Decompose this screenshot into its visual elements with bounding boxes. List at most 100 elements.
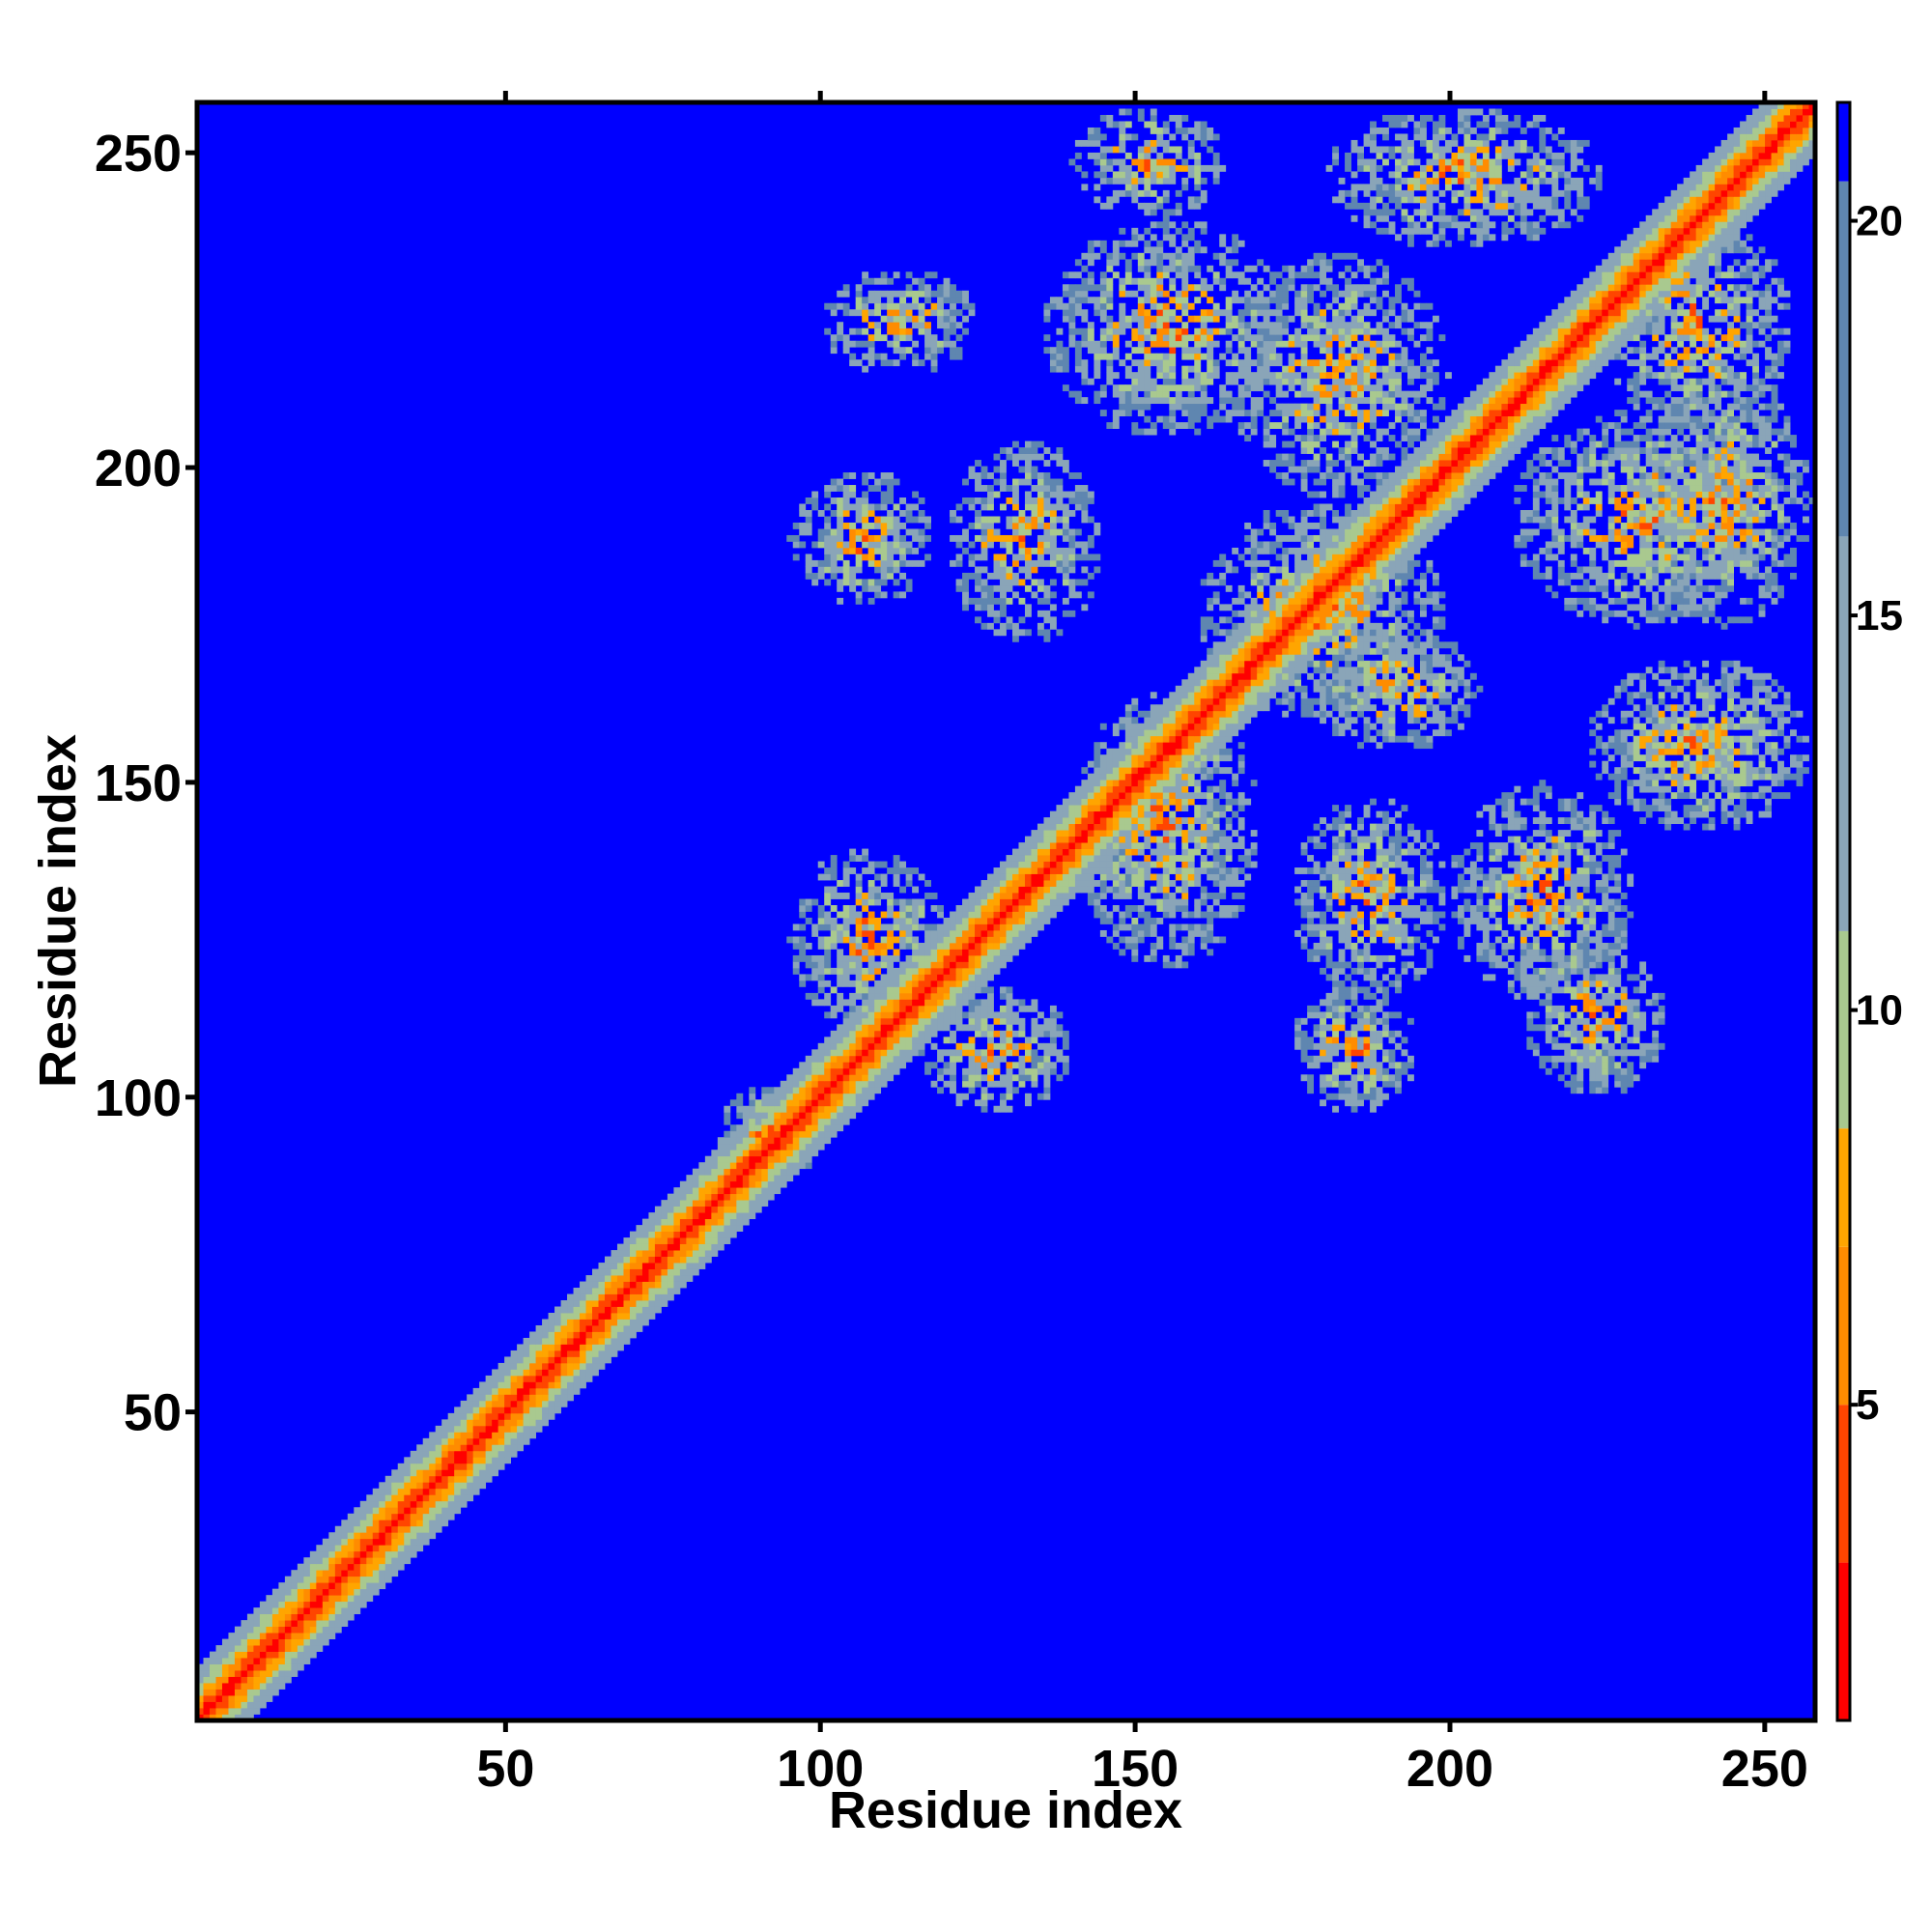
heatmap-cell xyxy=(754,1155,762,1163)
heatmap-cell xyxy=(246,1651,254,1659)
heatmap-cell xyxy=(1137,848,1145,856)
heatmap-cell xyxy=(661,1268,668,1276)
heatmap-cell xyxy=(1595,929,1603,937)
heatmap-cell xyxy=(1633,1049,1640,1057)
heatmap-cell xyxy=(1124,785,1132,793)
heatmap-cell xyxy=(1056,898,1064,906)
heatmap-cell xyxy=(379,1550,386,1558)
heatmap-cell xyxy=(1363,1062,1371,1069)
heatmap-cell xyxy=(980,1087,988,1094)
heatmap-cell xyxy=(1219,936,1227,944)
heatmap-cell xyxy=(1520,893,1527,899)
heatmap-cell xyxy=(554,1356,561,1364)
heatmap-cell xyxy=(447,1437,455,1445)
heatmap-cell xyxy=(1407,873,1414,881)
heatmap-cell xyxy=(817,942,825,950)
heatmap-cell xyxy=(862,1099,869,1107)
heatmap-cell xyxy=(303,1563,311,1571)
heatmap-cell xyxy=(1582,880,1590,887)
heatmap-cell xyxy=(799,923,807,931)
heatmap-cell xyxy=(849,992,857,1000)
heatmap-cell xyxy=(930,992,938,1000)
heatmap-cell xyxy=(950,936,956,944)
heatmap-cell xyxy=(1181,805,1189,812)
heatmap-cell xyxy=(855,1049,863,1057)
heatmap-cell xyxy=(654,1206,662,1213)
heatmap-cell xyxy=(1237,798,1245,806)
heatmap-cell xyxy=(1664,805,1672,812)
heatmap-cell xyxy=(937,1055,944,1063)
heatmap-cell xyxy=(862,954,869,962)
heatmap-cell xyxy=(975,1011,981,1019)
heatmap-cell xyxy=(1062,842,1069,849)
heatmap-cell xyxy=(905,917,913,924)
heatmap-cell xyxy=(1727,780,1734,787)
heatmap-cell xyxy=(1345,1049,1351,1057)
heatmap-cell xyxy=(980,986,988,994)
heatmap-cell xyxy=(1175,767,1182,775)
heatmap-cell xyxy=(253,1683,261,1690)
heatmap-cell xyxy=(472,1400,480,1407)
heatmap-cell xyxy=(1300,923,1308,931)
heatmap-cell xyxy=(567,1362,574,1370)
heatmap-cell xyxy=(1388,855,1396,862)
heatmap-cell xyxy=(673,1206,681,1213)
heatmap-cell xyxy=(862,905,869,912)
heatmap-cell xyxy=(1652,1055,1660,1063)
heatmap-cell xyxy=(1539,967,1547,975)
heatmap-cell xyxy=(780,1162,787,1170)
heatmap-cell xyxy=(1370,1105,1377,1113)
heatmap-cell xyxy=(460,1419,468,1427)
heatmap-cell xyxy=(862,949,869,956)
heatmap-cell xyxy=(246,1695,254,1702)
heatmap-cell xyxy=(849,1074,857,1082)
heatmap-cell xyxy=(1325,974,1333,981)
heatmap-cell xyxy=(1112,942,1120,950)
heatmap-cell xyxy=(1489,805,1496,812)
heatmap-cell xyxy=(1194,873,1202,881)
heatmap-cell xyxy=(1357,967,1364,975)
heatmap-cell xyxy=(1037,917,1044,924)
heatmap-cell xyxy=(792,1099,800,1107)
heatmap-cell xyxy=(955,1011,963,1019)
heatmap-cell xyxy=(1652,1049,1660,1057)
heatmap-cell xyxy=(1094,905,1101,912)
heatmap-cell xyxy=(1056,823,1064,831)
heatmap-cell xyxy=(805,1124,812,1132)
heatmap-cell xyxy=(1049,830,1057,837)
heatmap-cell xyxy=(1237,880,1245,887)
heatmap-cell xyxy=(1765,785,1772,793)
heatmap-cell xyxy=(912,867,920,874)
heatmap-cell xyxy=(1150,929,1157,937)
heatmap-cell xyxy=(1589,917,1597,924)
heatmap-cell xyxy=(1074,867,1082,874)
heatmap-cell xyxy=(221,1645,229,1652)
heatmap-cell xyxy=(912,1024,920,1032)
heatmap-cell xyxy=(1595,1017,1603,1025)
heatmap-cell xyxy=(1683,805,1690,812)
heatmap-cell xyxy=(805,1137,812,1145)
heatmap-cell xyxy=(598,1362,606,1370)
heatmap-cell xyxy=(855,1080,863,1088)
heatmap-cell xyxy=(1708,785,1716,793)
heatmap-cell xyxy=(1037,1024,1044,1032)
heatmap-cell xyxy=(1370,1030,1377,1037)
heatmap-cell xyxy=(1557,917,1565,924)
heatmap-cell xyxy=(749,1193,756,1201)
heatmap-cell xyxy=(1074,785,1082,793)
heatmap-cell xyxy=(234,1701,242,1709)
heatmap-cell xyxy=(246,1633,254,1639)
heatmap-cell xyxy=(899,1062,907,1069)
heatmap-cell xyxy=(1087,830,1094,837)
heatmap-cell xyxy=(887,980,895,987)
heatmap-cell xyxy=(510,1375,518,1382)
heatmap-cell xyxy=(291,1633,298,1639)
heatmap-cell xyxy=(1338,954,1346,962)
heatmap-cell xyxy=(817,905,825,912)
heatmap-cell xyxy=(467,1457,474,1464)
heatmap-cell xyxy=(1018,1005,1026,1012)
heatmap-cell xyxy=(1595,974,1603,981)
heatmap-cell xyxy=(266,1670,273,1677)
heatmap-cell xyxy=(1207,785,1214,793)
heatmap-cell xyxy=(975,974,981,981)
